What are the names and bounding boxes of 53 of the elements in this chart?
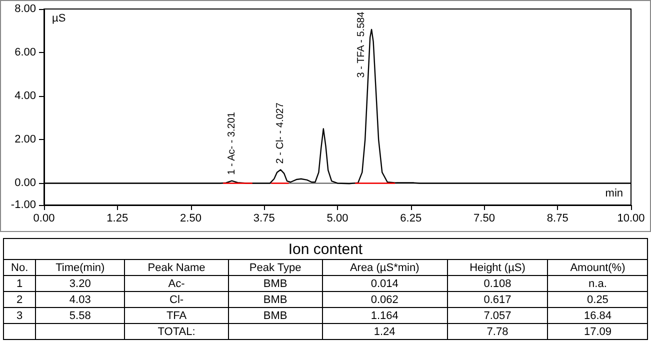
x-axis-title: min <box>605 188 624 200</box>
x-tick-label: 8.75 <box>546 212 568 224</box>
category-label: Area (µS*min) <box>322 260 448 276</box>
y-tick-label: 4.00 <box>14 90 36 102</box>
y-tick-label: 6.00 <box>14 46 36 59</box>
text: 5.58 <box>69 310 91 322</box>
annotation: 3 - TFA - 5.584 <box>356 11 368 78</box>
text: 0.062 <box>370 294 398 306</box>
x-tick-label: 0.00 <box>33 212 55 224</box>
category-label: Peak Name <box>124 260 228 276</box>
text: 3 <box>16 310 23 322</box>
text: 7.057 <box>484 310 512 322</box>
text: 16.84 <box>584 310 612 322</box>
x-tick-label: 7.50 <box>474 212 495 224</box>
text: 1.164 <box>370 310 398 322</box>
text: TFA <box>166 310 187 322</box>
text: BMB <box>263 278 288 290</box>
text: 1 <box>16 278 23 290</box>
x-tick-label: 2.50 <box>180 212 202 224</box>
text: n.a. <box>588 278 607 290</box>
text: Cl- <box>170 294 184 306</box>
x-tick-label: 10.00 <box>617 212 645 224</box>
y-tick-label: 0.00 <box>14 177 36 190</box>
text: 3.20 <box>69 278 91 290</box>
category-label: Height (µS) <box>447 260 548 276</box>
x-tick-label: 3.75 <box>253 212 275 224</box>
y-axis-title: µS <box>52 12 66 24</box>
text: 17.09 <box>584 326 612 338</box>
text: 7.78 <box>486 326 508 338</box>
y-tick-label: 2.00 <box>14 134 36 146</box>
category-label: No. <box>4 260 36 276</box>
text: 4.03 <box>69 294 91 306</box>
text: Ion content <box>4 238 648 260</box>
y-tick-label: -1.00 <box>10 199 36 211</box>
text: 0.108 <box>484 278 512 290</box>
text: 0.014 <box>370 278 398 290</box>
text: 2 <box>16 294 23 306</box>
x-tick-label: 1.25 <box>106 212 128 224</box>
text: 0.617 <box>484 294 512 306</box>
text: BMB <box>263 310 288 322</box>
annotation: 1 - Ac- - 3.201 <box>226 112 238 175</box>
text: TOTAL: <box>158 326 196 338</box>
text: BMB <box>263 294 288 306</box>
text: 0.25 <box>587 294 608 306</box>
y-tick-label: 8.00 <box>14 3 36 15</box>
category-label: Time(min) <box>36 260 125 276</box>
category-label: Amount(%) <box>548 260 648 276</box>
annotation: 2 - Cl- - 4.027 <box>275 102 286 164</box>
text: Ac- <box>168 278 185 290</box>
x-tick-label: 6.25 <box>400 212 422 224</box>
text: 1.24 <box>374 326 396 338</box>
category-label: Peak Type <box>228 260 322 276</box>
x-tick-label: 5.00 <box>326 212 348 224</box>
